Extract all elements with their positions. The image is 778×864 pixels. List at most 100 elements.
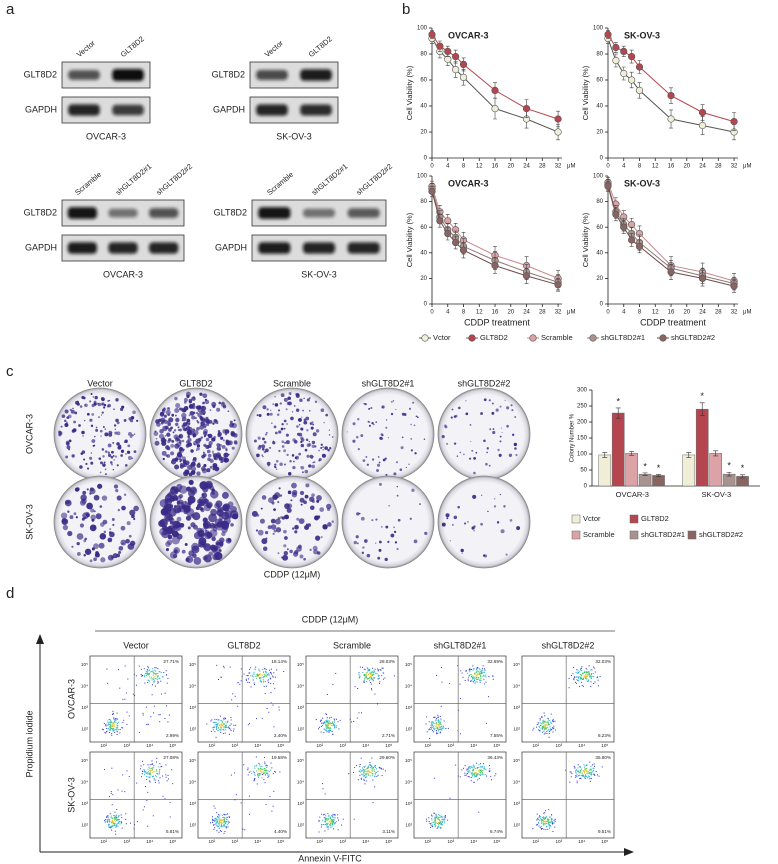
event-dot: [251, 772, 253, 774]
event-dot: [489, 765, 491, 767]
colony: [165, 409, 171, 415]
event-dot: [329, 728, 331, 730]
event-dot: [489, 770, 491, 772]
event-dot: [242, 828, 244, 830]
event-dot: [354, 686, 356, 688]
event-dot: [468, 770, 470, 772]
event-dot: [218, 826, 220, 828]
event-dot: [370, 679, 372, 681]
data-point: [452, 65, 460, 74]
event-dot: [257, 773, 259, 775]
colony: [113, 424, 117, 427]
colony: [222, 429, 227, 434]
event-dot: [117, 721, 119, 723]
event-dot: [362, 769, 364, 771]
axis-tick-label: 10⁴: [362, 743, 369, 748]
event-dot: [434, 826, 436, 828]
event-dot: [542, 728, 544, 730]
event-dot: [543, 727, 545, 729]
event-dot: [329, 824, 331, 826]
plot-frame: [413, 655, 507, 743]
event-dot: [157, 773, 159, 775]
event-dot: [474, 773, 476, 775]
event-dot: [437, 823, 439, 825]
event-dot: [374, 765, 376, 767]
colony: [90, 424, 94, 428]
x-tick-label: 16: [668, 164, 675, 170]
colony: [181, 439, 185, 443]
colony: [263, 450, 267, 454]
colony: [320, 536, 323, 539]
event-dot: [153, 679, 155, 681]
row-label: SK-OV-3: [66, 777, 76, 813]
event-dot: [363, 681, 365, 683]
blot-band: [112, 104, 144, 116]
colony: [362, 459, 366, 462]
event-dot: [544, 818, 546, 820]
event-dot: [377, 774, 379, 776]
colony: [355, 535, 359, 539]
x-tick-label: 4: [622, 164, 626, 170]
event-dot: [259, 764, 261, 766]
colony: [188, 472, 193, 477]
x-tick-label: 24: [523, 164, 530, 170]
event-dot: [599, 676, 601, 678]
event-dot: [328, 814, 330, 816]
colony: [188, 414, 191, 417]
event-dot: [468, 776, 470, 778]
event-dot: [464, 679, 466, 681]
event-dot: [322, 722, 324, 724]
colony: [225, 448, 228, 452]
event-dot: [543, 816, 545, 818]
event-dot: [486, 775, 488, 777]
event-dot: [441, 823, 443, 825]
event-dot: [435, 817, 437, 819]
event-dot: [437, 714, 439, 716]
axis-tick-label: 10⁴: [513, 779, 520, 784]
colony: [227, 410, 230, 413]
colony: [181, 549, 186, 554]
event-dot: [109, 827, 111, 829]
event-dot: [541, 819, 543, 821]
event-dot: [330, 823, 332, 825]
event-dot: [435, 819, 437, 821]
x-tick-label: 32: [555, 164, 562, 170]
event-dot: [573, 765, 575, 767]
colony: [58, 433, 62, 437]
blot-band: [256, 70, 288, 80]
axis-tick-label: 10²: [532, 839, 539, 844]
x-tick-label: 4: [622, 310, 626, 316]
axis-tick-label: 10⁵: [189, 662, 196, 667]
event-dot: [109, 724, 111, 726]
colony: [112, 454, 115, 457]
event-dot: [327, 725, 329, 727]
colony: [233, 419, 236, 422]
event-dot: [218, 815, 220, 817]
event-dot: [150, 716, 152, 718]
event-dot: [473, 773, 475, 775]
colony: [310, 426, 314, 430]
event-dot: [253, 673, 255, 675]
event-dot: [489, 768, 491, 770]
colony: [173, 429, 177, 432]
event-dot: [140, 776, 142, 778]
event-dot: [111, 728, 113, 730]
event-dot: [372, 680, 374, 682]
colony: [304, 494, 309, 499]
blot-band: [347, 208, 380, 218]
colony: [515, 453, 518, 457]
event-dot: [537, 819, 539, 821]
event-dot: [118, 822, 120, 824]
event-dot: [113, 726, 115, 728]
event-dot: [587, 775, 589, 777]
colony: [299, 497, 305, 503]
event-dot: [324, 817, 326, 819]
event-dot: [328, 824, 330, 826]
event-dot: [585, 768, 587, 770]
event-dot: [328, 731, 330, 733]
event-dot: [147, 670, 149, 672]
event-dot: [328, 722, 330, 724]
event-dot: [220, 729, 222, 731]
event-dot: [466, 768, 468, 770]
event-dot: [551, 818, 553, 820]
